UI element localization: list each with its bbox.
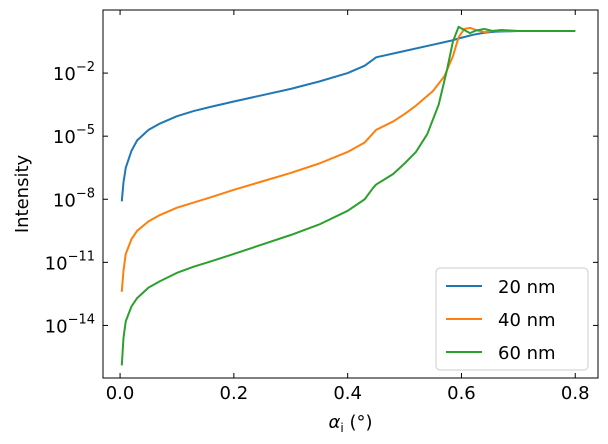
series-line-1 [120,30,576,202]
y-tick-label: 10−14 [45,312,95,337]
series-line-3 [120,25,576,366]
y-tick-label-base: 10 [53,127,76,148]
x-axis-label-subscript: i [340,421,343,435]
plot-frame [102,9,599,379]
x-tick-label: 0.4 [333,383,362,404]
y-tick-label-exponent: −14 [68,312,95,327]
y-tick-label-base: 10 [53,64,76,85]
y-tick-label: 10−2 [53,60,95,85]
legend-label-1: 20 nm [498,277,556,298]
y-tick-label: 10−11 [45,249,95,274]
y-tick-label: 10−5 [53,123,95,148]
y-tick-label-base: 10 [53,190,76,211]
y-tick-label-exponent: −5 [76,123,95,138]
y-tick-label-base: 10 [45,253,68,274]
y-tick-label-exponent: −2 [76,60,95,75]
y-tick-label: 10−8 [53,186,95,211]
x-axis-label-symbol: α [329,412,341,433]
plot-lines [120,25,576,366]
legend-label-2: 40 nm [498,310,556,331]
legend: 20 nm 40 nm 60 nm [435,267,589,371]
x-axis-label: αi (°) [329,412,373,435]
series-line-2 [120,26,576,292]
y-tick-label-exponent: −8 [76,186,95,201]
y-axis-label: Intensity [12,154,33,233]
x-tick-label: 0.2 [220,383,249,404]
x-tick-label: 0.8 [561,383,590,404]
y-tick-label-base: 10 [45,316,68,337]
legend-box [435,267,589,371]
x-axis-ticks: 0.0 0.2 0.4 0.6 0.8 [106,10,590,404]
x-axis-label-unit: (°) [344,412,373,433]
x-tick-label: 0.6 [447,383,476,404]
legend-label-3: 60 nm [498,343,556,364]
x-tick-label: 0.0 [106,383,135,404]
y-tick-label-exponent: −11 [68,249,95,264]
